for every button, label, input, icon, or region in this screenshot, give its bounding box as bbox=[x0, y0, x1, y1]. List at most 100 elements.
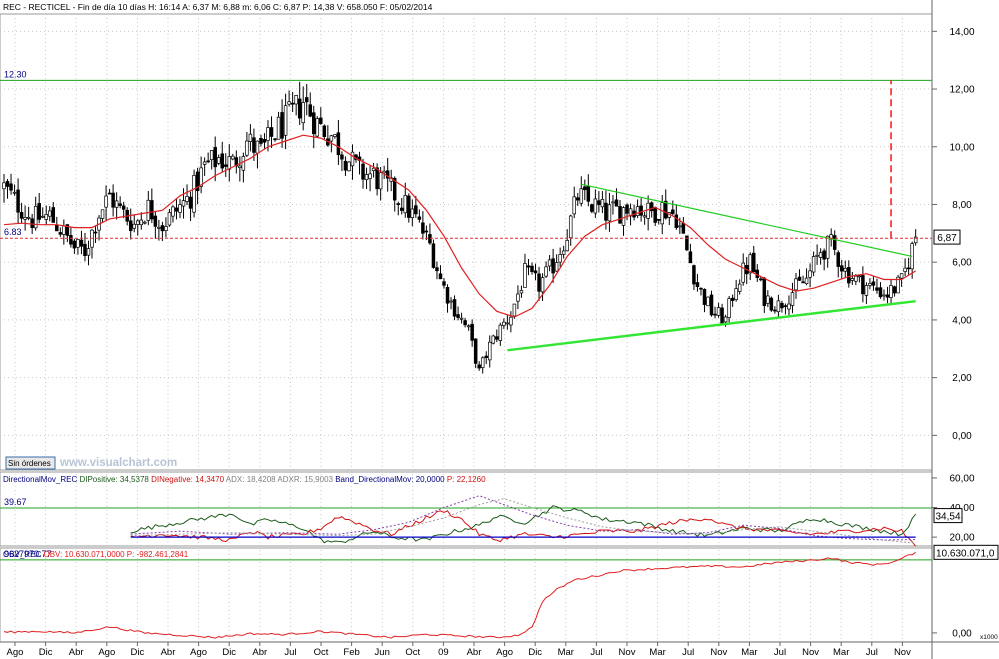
y-tick-label: 8,00 bbox=[952, 200, 972, 211]
candle-body bbox=[488, 341, 492, 361]
x-tick-label: Nov bbox=[802, 647, 819, 658]
candle-body bbox=[759, 278, 763, 281]
moving-average-line bbox=[3, 134, 917, 318]
candle-body bbox=[678, 225, 682, 228]
candle-body bbox=[808, 270, 812, 278]
candle-body bbox=[55, 224, 59, 232]
candle-body bbox=[266, 127, 270, 141]
candle-body bbox=[491, 335, 496, 344]
candle-body bbox=[213, 147, 217, 168]
candle-body bbox=[403, 195, 408, 214]
x-tick-label: Oct bbox=[314, 647, 329, 658]
x-tick-label: Feb bbox=[343, 647, 359, 658]
dmi-legend-item: DIPositive: 34,5378 bbox=[79, 475, 151, 484]
price-layer: 12.30 6.83 bbox=[0, 69, 932, 374]
candle-body bbox=[878, 287, 883, 298]
candle-body bbox=[245, 140, 249, 156]
candle-body bbox=[209, 150, 214, 161]
candle-body bbox=[720, 307, 724, 325]
candle-body bbox=[421, 222, 425, 234]
candle-body bbox=[435, 267, 439, 272]
x-tick-label: Ago bbox=[496, 647, 513, 658]
candle-body bbox=[128, 220, 133, 232]
candle-body bbox=[579, 188, 584, 204]
candle-body bbox=[343, 160, 348, 171]
dmi-level-label: 39.67 bbox=[4, 497, 27, 507]
candle-body bbox=[600, 199, 605, 208]
candle-body bbox=[847, 267, 851, 284]
x-tick-label: 09 bbox=[438, 647, 449, 658]
candle-body bbox=[804, 277, 809, 285]
candle-body bbox=[797, 276, 802, 281]
candle-body bbox=[51, 207, 56, 223]
candle-body bbox=[656, 219, 661, 221]
candle-body bbox=[794, 278, 798, 291]
candle-body bbox=[171, 206, 175, 217]
dmi-panel[interactable] bbox=[0, 471, 933, 547]
candle-body bbox=[466, 325, 471, 328]
candle-body bbox=[590, 204, 594, 212]
candle-body bbox=[822, 250, 826, 260]
target-label: 12.30 bbox=[4, 69, 27, 79]
candle-body bbox=[150, 200, 154, 220]
obv-legend-item: P: -982.461,2841 bbox=[127, 550, 189, 559]
candle-body bbox=[544, 266, 548, 277]
candle-body bbox=[857, 275, 862, 278]
candle-body bbox=[702, 289, 707, 305]
candle-body bbox=[224, 164, 228, 167]
obv-last-label: 10.630.071,0 bbox=[936, 548, 995, 559]
candle-body bbox=[825, 235, 830, 259]
candle-body bbox=[477, 364, 481, 369]
candle-body bbox=[716, 307, 721, 316]
candle-body bbox=[139, 219, 144, 226]
price-scale[interactable] bbox=[932, 0, 999, 659]
candle-body bbox=[378, 172, 383, 190]
candle-body bbox=[572, 196, 576, 215]
trendline-lower bbox=[507, 299, 916, 352]
candle-body bbox=[104, 195, 108, 208]
candle-body bbox=[692, 265, 696, 285]
candle-body bbox=[505, 322, 510, 325]
candle-body bbox=[607, 204, 612, 222]
candle-body bbox=[407, 195, 411, 218]
candle-body bbox=[664, 200, 668, 219]
candle-body bbox=[611, 201, 615, 204]
candle-body bbox=[526, 265, 531, 268]
candle-body bbox=[537, 273, 541, 292]
orders-button[interactable] bbox=[5, 456, 56, 470]
candle-body bbox=[896, 276, 900, 294]
candle-body bbox=[551, 258, 555, 274]
x-tick-label: Dic bbox=[222, 647, 236, 658]
obv-legend-item: OBV_REC bbox=[3, 550, 43, 559]
x-tick-label: Jun bbox=[375, 647, 390, 658]
candle-body bbox=[146, 199, 151, 221]
x-tick-label: Mar bbox=[741, 647, 757, 658]
candle-body bbox=[375, 167, 379, 190]
candle-body bbox=[892, 286, 897, 294]
candle-body bbox=[12, 191, 17, 194]
last-price-label: 6,87 bbox=[937, 233, 957, 244]
obv-legend-item: OBV: 10.630.071,0000 bbox=[43, 550, 126, 559]
x-tick-label: Dic bbox=[131, 647, 145, 658]
candle-body bbox=[706, 296, 710, 307]
candle-body bbox=[854, 275, 858, 282]
candle-body bbox=[195, 171, 200, 192]
candle-body bbox=[333, 134, 337, 137]
candle-body bbox=[625, 204, 629, 214]
candle-body bbox=[347, 161, 351, 172]
dmi-legend-item: ADX: 18,4208 bbox=[226, 475, 278, 484]
price-panel[interactable] bbox=[0, 13, 933, 471]
candle-body bbox=[16, 189, 20, 213]
candle-body bbox=[238, 165, 242, 168]
candle-body bbox=[100, 209, 105, 219]
candle-body bbox=[255, 140, 260, 154]
candle-body bbox=[259, 138, 263, 144]
candle-body bbox=[23, 217, 27, 220]
breakout-label: 6.83 bbox=[4, 227, 22, 237]
candle-body bbox=[452, 299, 457, 317]
candle-body bbox=[76, 239, 80, 248]
orders-button-label: Sin órdenes bbox=[8, 459, 51, 468]
obv-legend: OBV_REC OBV: 10.630.071,0000 P: -982.461… bbox=[3, 550, 189, 559]
dmi-legend-item: DINegative: 14,3470 bbox=[151, 475, 226, 484]
candle-body bbox=[889, 285, 893, 298]
